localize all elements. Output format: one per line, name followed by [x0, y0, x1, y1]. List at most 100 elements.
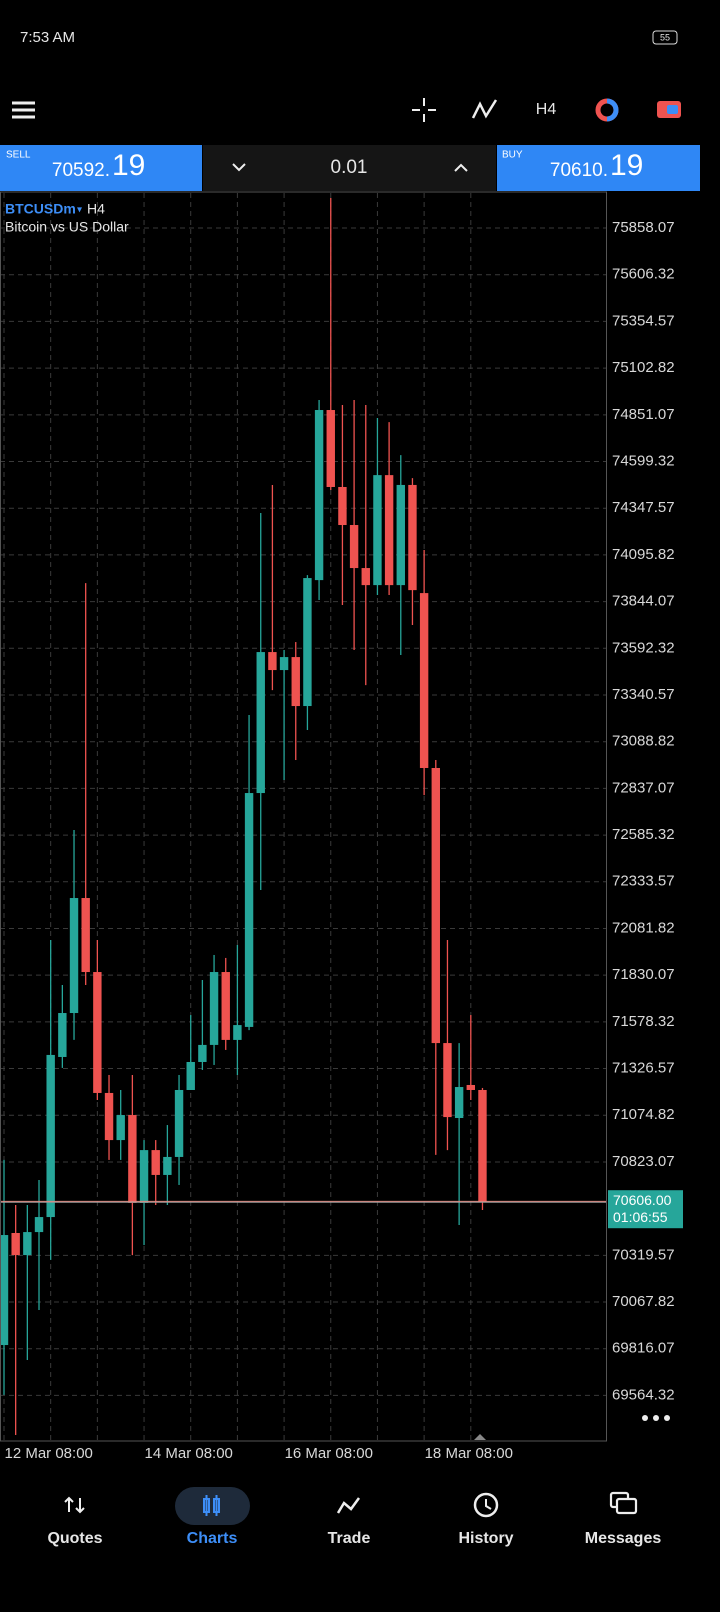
- crosshair-button[interactable]: [412, 98, 436, 122]
- candle-body: [11, 1233, 20, 1256]
- candle-body: [209, 972, 219, 1045]
- price-tag: [608, 1190, 683, 1229]
- candle-body: [58, 1013, 67, 1057]
- quotes-icon: [64, 1496, 85, 1514]
- y-tick-label: 75606.32: [612, 266, 675, 283]
- y-tick-label: 72333.57: [612, 873, 675, 890]
- y-tick-label: 69564.32: [612, 1386, 675, 1403]
- nav-tab[interactable]: Quotes: [47, 1530, 102, 1547]
- candle-body: [303, 578, 312, 707]
- candle-body: [151, 1150, 160, 1175]
- candle-body: [139, 1150, 149, 1203]
- y-tick-label: 74599.32: [612, 452, 675, 469]
- timeframe-button[interactable]: H4: [536, 101, 557, 118]
- buy-title: BUY: [502, 150, 523, 161]
- y-tick-label: 73592.32: [612, 639, 675, 656]
- trade-button-part: [667, 105, 678, 114]
- candle-body: [23, 1232, 32, 1256]
- candle-body: [244, 793, 254, 1027]
- current-price-label: 70606.00: [613, 1192, 672, 1208]
- y-tick-label: 75102.82: [612, 359, 675, 376]
- candle-body: [314, 410, 324, 581]
- buy-button[interactable]: [497, 145, 700, 191]
- lot-decrease[interactable]: [232, 163, 246, 172]
- y-tick-label: 74095.82: [612, 546, 675, 563]
- sell-button[interactable]: [0, 145, 202, 191]
- candle-body: [384, 475, 394, 586]
- candle-body: [128, 1115, 137, 1203]
- candle-body: [163, 1156, 172, 1175]
- candle-body: [373, 475, 382, 586]
- charts-icon: [203, 1495, 220, 1516]
- nav-tab[interactable]: Charts: [187, 1530, 238, 1547]
- candle-body: [443, 1043, 452, 1118]
- y-tick-label: 75354.57: [612, 312, 675, 329]
- y-tick-label: 71074.82: [612, 1106, 675, 1123]
- scroll-marker: [474, 1434, 486, 1440]
- candle-body: [46, 1054, 55, 1218]
- chart-timeframe: H4: [87, 201, 105, 217]
- symbol-dropdown[interactable]: ▾: [77, 205, 82, 216]
- candle-body: [349, 525, 359, 569]
- sell-price-main: 70592.: [52, 160, 110, 181]
- y-tick-label: 71830.07: [612, 966, 675, 983]
- nav-tab[interactable]: History: [458, 1530, 513, 1547]
- nav-tab[interactable]: Messages: [585, 1530, 662, 1547]
- y-tick-label: 74347.57: [612, 499, 675, 516]
- lot-increase[interactable]: [454, 163, 468, 172]
- x-tick-label: 16 Mar 08:00: [285, 1445, 373, 1462]
- battery-icon: [652, 30, 678, 45]
- y-tick-label: 69816.07: [612, 1340, 675, 1357]
- y-tick-label: 73844.07: [612, 593, 675, 610]
- candle-body: [81, 898, 90, 973]
- chart-subtitle: Bitcoin vs US Dollar: [5, 219, 129, 235]
- more-button[interactable]: [642, 1415, 670, 1421]
- y-tick-label: 75858.07: [612, 219, 675, 236]
- x-tick-label: 12 Mar 08:00: [4, 1445, 92, 1462]
- trade-icon: [336, 1497, 361, 1514]
- active-tab-pill: [175, 1487, 250, 1525]
- clock: 7:53 AM: [20, 29, 75, 46]
- x-tick-label: 18 Mar 08:00: [425, 1445, 513, 1462]
- history-icon-hands: [485, 1499, 492, 1510]
- sell-title: SELL: [6, 150, 31, 161]
- candle-body: [408, 484, 417, 591]
- buy-price-main: 70610.: [550, 160, 608, 181]
- buy-price-big: 19: [610, 149, 643, 182]
- candle-body: [338, 486, 347, 526]
- candle-body: [186, 1061, 195, 1090]
- y-tick-label: 72585.32: [612, 826, 675, 843]
- candle-body: [361, 568, 370, 586]
- y-tick-label: 73088.82: [612, 733, 675, 750]
- candle-body: [279, 657, 289, 671]
- y-tick-label: 73340.57: [612, 686, 675, 703]
- countdown-timer: 01:06:55: [613, 1209, 668, 1225]
- menu-button[interactable]: [12, 101, 35, 119]
- y-tick-label: 72837.07: [612, 779, 675, 796]
- chart-symbol: BTCUSDm: [5, 201, 76, 217]
- candle-body: [233, 1025, 242, 1040]
- y-tick-label: 72081.82: [612, 919, 675, 936]
- candle-body: [466, 1084, 475, 1090]
- x-tick-label: 14 Mar 08:00: [145, 1445, 233, 1462]
- indicators-button[interactable]: [471, 99, 498, 119]
- y-tick-label: 70319.57: [612, 1246, 675, 1263]
- lot-panel: [203, 145, 496, 191]
- candle-body: [256, 652, 265, 794]
- messages-icon: [609, 1491, 638, 1515]
- lot-size[interactable]: 0.01: [331, 157, 368, 178]
- candle-body: [478, 1089, 487, 1203]
- history-icon: [473, 1492, 499, 1518]
- battery-level: 55: [660, 32, 670, 42]
- candle-body: [431, 767, 440, 1044]
- chart-frame: [0, 191, 607, 1442]
- candle-body: [116, 1115, 125, 1141]
- candle-body: [268, 652, 277, 671]
- nav-tab[interactable]: Trade: [328, 1530, 371, 1547]
- y-tick-label: 71578.32: [612, 1013, 675, 1030]
- candle-body: [396, 484, 405, 586]
- chart: 69564.32 69816.07 70067.82 70319.57 70823.07…: [0, 193, 683, 1462]
- candle-body: [34, 1217, 44, 1233]
